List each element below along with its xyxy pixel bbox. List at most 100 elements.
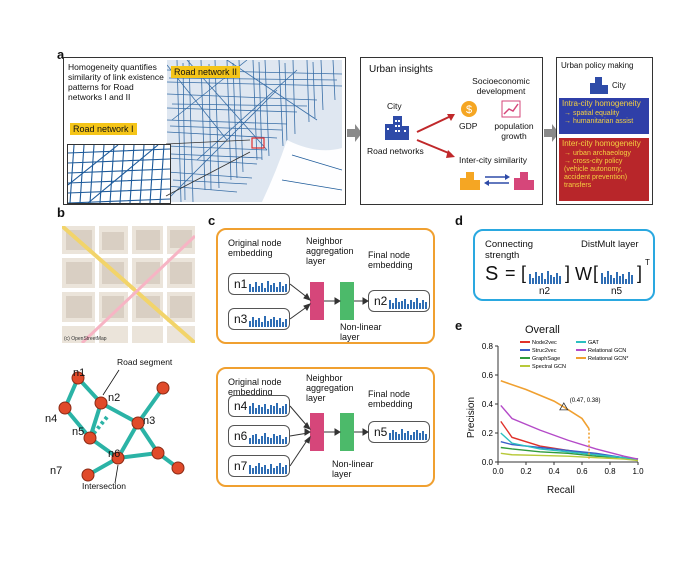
c-top-input-1: n1 bbox=[228, 273, 290, 295]
x-tick-label: 1.0 bbox=[632, 467, 644, 476]
city-a-icon bbox=[460, 172, 480, 190]
road-network-2-label: Road network II bbox=[171, 66, 241, 78]
svg-text:$: $ bbox=[466, 104, 472, 116]
c-bottom-arrows bbox=[289, 405, 369, 467]
c-top-original: Original node embedding bbox=[228, 238, 282, 258]
flow-arrow-1 bbox=[347, 124, 362, 142]
c-bottom-nonlinear: Non-linear layer bbox=[332, 459, 374, 479]
c-top-input-2: n3 bbox=[228, 308, 290, 330]
chart-title: Overall bbox=[525, 324, 560, 336]
flow-arrow-2 bbox=[544, 124, 559, 142]
panel-d-box: Connecting strength DistMult layer S = [… bbox=[473, 229, 655, 301]
c-bottom-input-3: n7 bbox=[228, 455, 290, 477]
legend-label: Relational GCN* bbox=[588, 356, 629, 362]
embedding-bars bbox=[389, 429, 427, 440]
city-building-icon bbox=[385, 116, 409, 140]
road-network-2-map: Road network II bbox=[167, 60, 342, 202]
intra-title: Intra-city homogeneity bbox=[562, 99, 641, 108]
node-n5: n5 bbox=[72, 426, 85, 438]
x-tick-label: 0.0 bbox=[492, 467, 504, 476]
c-top-final: Final node embedding bbox=[368, 250, 413, 270]
legend-label: GraphSage bbox=[532, 356, 560, 362]
emb-label: n1 bbox=[234, 277, 248, 291]
node-n4: n4 bbox=[45, 413, 58, 425]
annotation-label: (0.47, 0.38) bbox=[570, 398, 601, 404]
panel-label-c: c bbox=[208, 213, 216, 228]
neighbor-aggregation-layer bbox=[310, 282, 324, 320]
node-n2: n2 bbox=[108, 392, 121, 404]
y-tick-label: 0.8 bbox=[482, 342, 494, 351]
series-line bbox=[500, 380, 590, 430]
c-top-arrows bbox=[289, 283, 369, 320]
n2-label: n2 bbox=[539, 286, 551, 297]
series-line bbox=[500, 404, 639, 460]
y-tick-label: 0.4 bbox=[482, 400, 494, 409]
c-bottom-neighbor: Neighbor aggregation layer bbox=[306, 373, 354, 403]
node-n6: n6 bbox=[108, 448, 121, 460]
chart-xlabel: Recall bbox=[547, 485, 575, 496]
series-line bbox=[500, 432, 639, 460]
x-tick-label: 0.2 bbox=[520, 467, 532, 476]
zoom-lines bbox=[165, 139, 251, 197]
population-label: population growth bbox=[494, 121, 534, 141]
eq-s: S bbox=[485, 263, 499, 285]
y-tick-label: 0.0 bbox=[482, 458, 494, 467]
urban-insights-title: Urban insights bbox=[369, 64, 433, 75]
road-network-2-image bbox=[167, 60, 342, 202]
inter-item: → cross-city policy bbox=[564, 158, 623, 165]
emb-label: n5 bbox=[374, 425, 388, 439]
n5-label: n5 bbox=[611, 286, 623, 297]
transpose-label: T bbox=[645, 258, 650, 267]
legend-label: Relational GCN bbox=[588, 348, 626, 354]
road-network-1-map bbox=[67, 144, 171, 204]
policy-title: Urban policy making bbox=[561, 61, 634, 70]
city-label: City bbox=[387, 101, 402, 111]
embedding-bars bbox=[249, 463, 287, 474]
precision-recall-chart: 0.0 0.2 0.4 0.6 0.8 1.0 0.0 0.2 0.4 0.6 0.8 (0.47, … bbox=[482, 340, 644, 476]
x-tick-label: 0.6 bbox=[576, 467, 588, 476]
chart-ylabel: Precision bbox=[466, 396, 478, 439]
intercity-label: Inter-city similarity bbox=[459, 155, 528, 165]
emb-label: n7 bbox=[234, 459, 248, 473]
eq-equals: = bbox=[505, 263, 516, 283]
c-top-output: n2 bbox=[368, 290, 430, 312]
y-tick-label: 0.6 bbox=[482, 371, 494, 380]
inter-title: Inter-city homogeneity bbox=[562, 139, 641, 148]
street-map-tile: (c) OpenStreetMap bbox=[62, 226, 195, 343]
connecting-strength-label: Connecting strength bbox=[485, 239, 534, 261]
map-credit: (c) OpenStreetMap bbox=[64, 336, 107, 342]
street-map-image bbox=[62, 226, 195, 343]
x-tick-label: 0.4 bbox=[548, 467, 560, 476]
road-networks-label: Road networks bbox=[367, 146, 424, 156]
urban-insights-box: Urban insights City Road networks Socioe… bbox=[360, 57, 543, 205]
panel-label-b: b bbox=[57, 205, 65, 220]
panel-c-bottom-box: Original node embedding Neighbor aggrega… bbox=[216, 367, 435, 487]
road-network-1-label: Road network I bbox=[70, 123, 137, 135]
panel-c-top-box: Original node embedding Neighbor aggrega… bbox=[216, 228, 435, 344]
c-bottom-original: Original node embedding bbox=[228, 377, 282, 397]
embedding-bars bbox=[249, 403, 287, 414]
vec-n5-bars bbox=[601, 271, 633, 284]
inter-item: → urban archaeology bbox=[564, 150, 631, 157]
intra-item: → spatial equality bbox=[564, 110, 620, 117]
x-tick-label: 0.8 bbox=[604, 467, 616, 476]
nonlinear-layer bbox=[340, 282, 354, 320]
embedding-bars bbox=[389, 298, 427, 309]
series-line bbox=[500, 452, 639, 462]
inter-item: accident prevention) bbox=[564, 174, 628, 181]
y-tick-label: 0.2 bbox=[482, 429, 494, 438]
embedding-bars bbox=[249, 433, 287, 444]
c-bottom-input-2: n6 bbox=[228, 425, 290, 447]
homogeneity-description: Homogeneity quantifies similarity of lin… bbox=[68, 62, 164, 102]
policy-city-label: City bbox=[612, 81, 626, 90]
emb-label: n4 bbox=[234, 399, 248, 413]
c-top-nonlinear: Non-linear layer bbox=[340, 322, 382, 342]
gdp-coin-icon: $ bbox=[461, 101, 477, 117]
emb-label: n6 bbox=[234, 429, 248, 443]
intersection-label: Intersection bbox=[82, 481, 126, 491]
inter-item: transfers bbox=[564, 182, 592, 189]
red-arrows bbox=[416, 114, 455, 158]
nonlinear-layer bbox=[340, 413, 354, 451]
eq-w: W bbox=[575, 264, 592, 284]
panel-a-map-box: Road network II Road network I Homogenei… bbox=[63, 57, 346, 205]
